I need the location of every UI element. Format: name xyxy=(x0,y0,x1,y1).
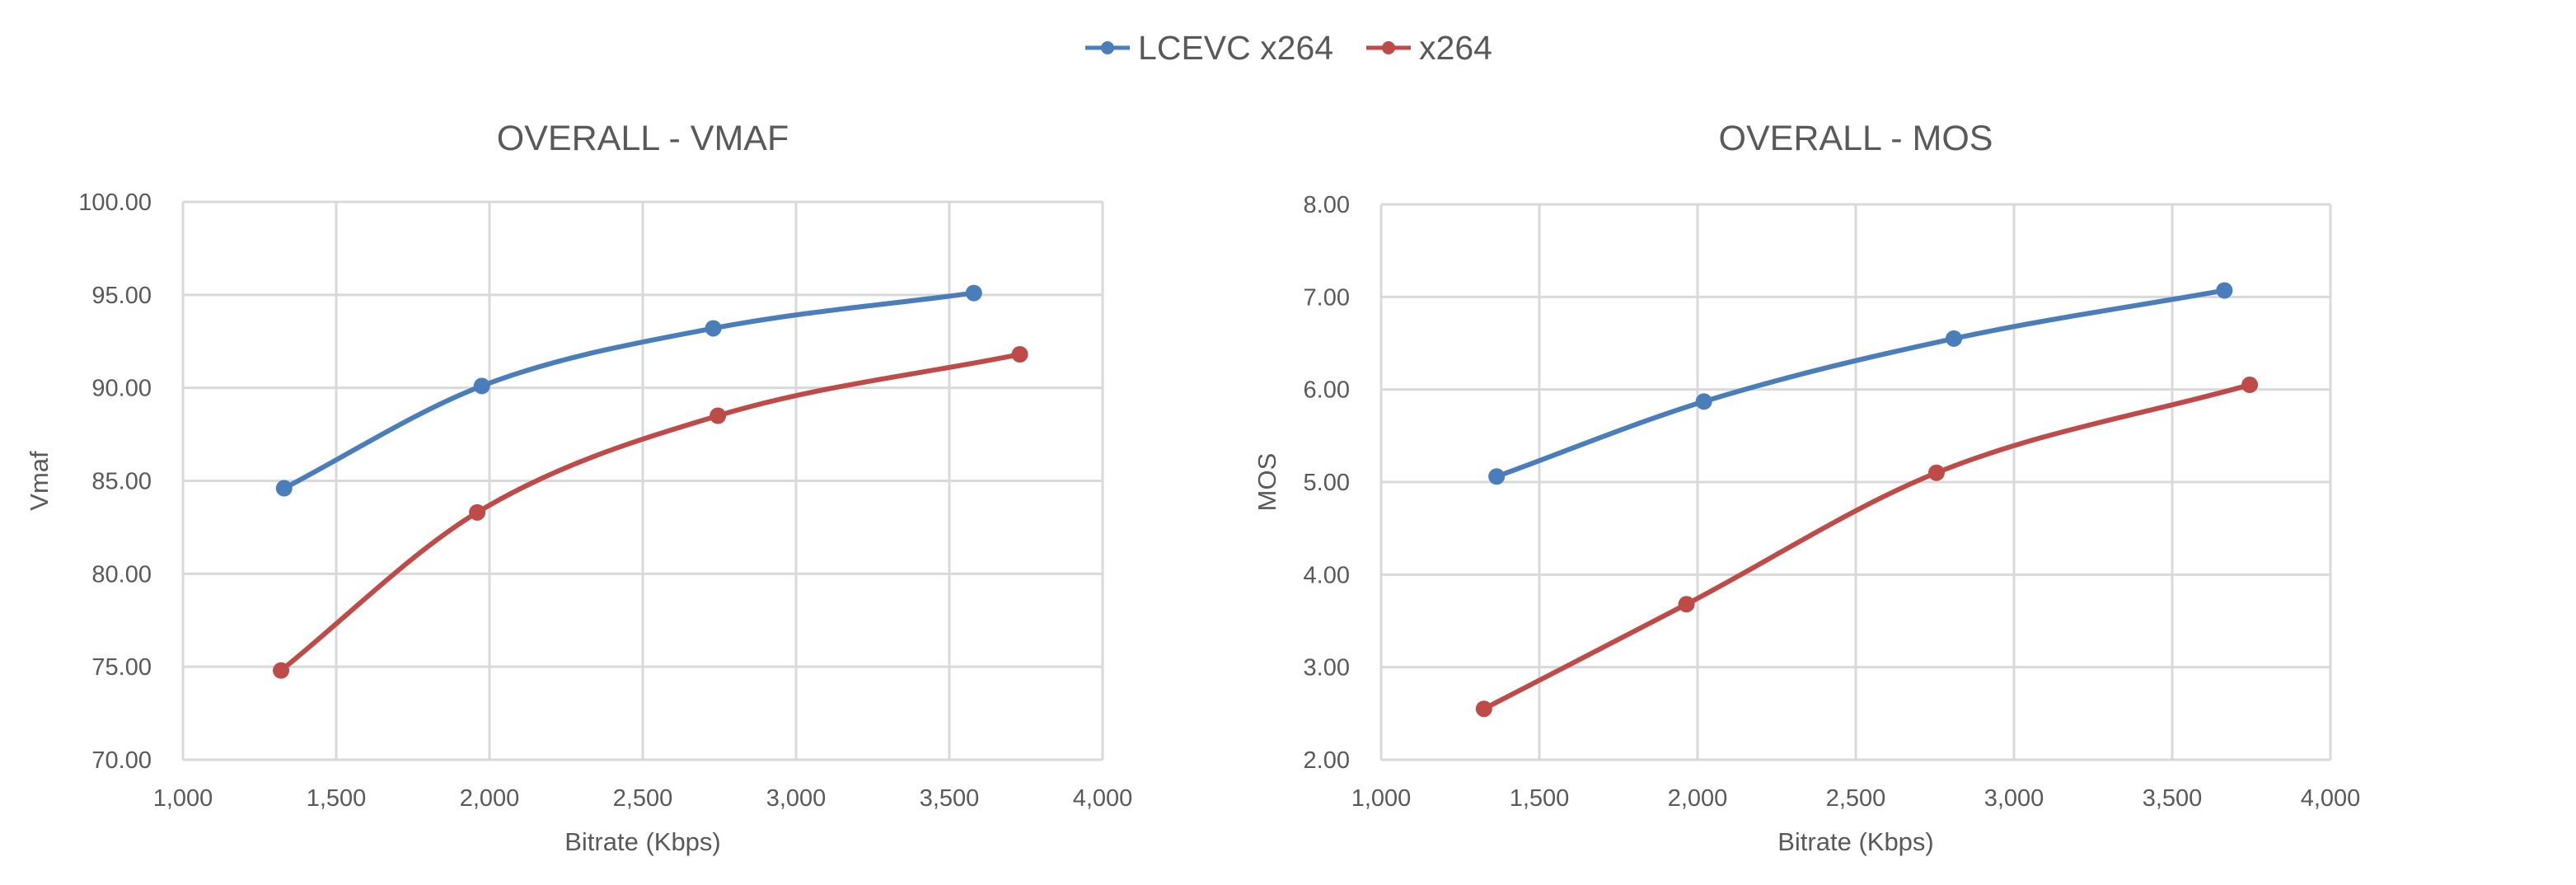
legend-swatch-lcevc-x264 xyxy=(1085,41,1131,54)
y-tick-label: 7.00 xyxy=(1304,284,1350,311)
data-point-x264 xyxy=(469,503,486,521)
x-tick-label: 4,000 xyxy=(2301,785,2361,812)
series-line-x264 xyxy=(1481,382,2253,712)
x-tick-label: 3,000 xyxy=(766,785,827,812)
data-point-lcevc-x264 xyxy=(1695,393,1712,410)
data-point-lcevc-x264 xyxy=(1946,330,1963,347)
y-tick-label: 8.00 xyxy=(1304,192,1350,218)
data-point-lcevc-x264 xyxy=(1488,468,1506,485)
legend-label-lcevc-x264: LCEVC x264 xyxy=(1138,28,1334,67)
y-tick-label: 2.00 xyxy=(1304,747,1350,774)
y-tick-label: 85.00 xyxy=(91,469,152,495)
y-tick-label: 90.00 xyxy=(91,376,152,402)
legend-item-x264: x264 xyxy=(1365,29,1492,68)
data-point-x264 xyxy=(710,407,727,424)
data-point-lcevc-x264 xyxy=(705,320,722,337)
x-axis-title: Bitrate (Kbps) xyxy=(564,827,721,856)
y-tick-label: 100.00 xyxy=(78,190,152,216)
chart-title: OVERALL - MOS xyxy=(1719,119,1993,158)
chart-1: OVERALL - VMAF 70.00 75.00 80.00 85.00 90.00 9… xyxy=(25,119,1132,856)
legend-swatch-x264 xyxy=(1366,41,1412,54)
x-tick-label: 2,500 xyxy=(1826,785,1886,812)
chart-2: OVERALL - MOS 2.00 3.00 4.00 5.00 6.00 7.00 8.0… xyxy=(1253,119,2360,856)
data-point-lcevc-x264 xyxy=(2216,282,2233,299)
data-point-lcevc-x264 xyxy=(275,480,293,497)
data-point-x264 xyxy=(273,662,290,679)
x-tick-label: 2,000 xyxy=(1668,785,1728,812)
data-point-x264 xyxy=(1475,700,1492,718)
x-tick-label: 3,000 xyxy=(1984,785,2044,812)
x-tick-label: 2,000 xyxy=(460,785,520,812)
y-tick-label: 80.00 xyxy=(91,561,152,588)
x-tick-label: 4,000 xyxy=(1073,785,1133,812)
data-point-x264 xyxy=(1927,464,1945,481)
x-tick-label: 1,000 xyxy=(1351,785,1412,812)
y-tick-label: 3.00 xyxy=(1304,655,1350,681)
x-axis-title: Bitrate (Kbps) xyxy=(1777,827,1934,856)
chart-title: OVERALL - VMAF xyxy=(497,119,789,158)
x-tick-label: 1,500 xyxy=(1510,785,1570,812)
x-tick-label: 2,500 xyxy=(613,785,673,812)
y-tick-label: 4.00 xyxy=(1304,562,1350,588)
y-tick-label: 70.00 xyxy=(91,747,152,774)
x-tick-label: 1,500 xyxy=(307,785,367,812)
data-point-lcevc-x264 xyxy=(473,377,490,395)
series-line-x264 xyxy=(279,352,1023,673)
chart-legend: LCEVC x264 x264 xyxy=(0,18,2576,77)
y-tick-label: 75.00 xyxy=(91,654,152,681)
data-point-x264 xyxy=(1678,596,1695,613)
y-tick-label: 6.00 xyxy=(1304,377,1350,404)
data-point-x264 xyxy=(1011,346,1028,363)
data-point-x264 xyxy=(2241,377,2259,394)
x-tick-label: 1,000 xyxy=(153,785,213,812)
y-axis-title: MOS xyxy=(1253,453,1281,512)
y-tick-label: 5.00 xyxy=(1304,470,1350,496)
y-tick-label: 95.00 xyxy=(91,283,152,309)
x-tick-label: 3,500 xyxy=(2143,785,2203,812)
series-line-lcevc-x264 xyxy=(1494,288,2227,480)
series-line-lcevc-x264 xyxy=(281,290,977,491)
x-tick-label: 3,500 xyxy=(920,785,980,812)
data-point-lcevc-x264 xyxy=(965,284,982,302)
legend-label-x264: x264 xyxy=(1419,28,1492,67)
legend-item-lcevc-x264: LCEVC x264 xyxy=(1084,29,1333,68)
y-axis-title: Vmaf xyxy=(25,451,54,511)
